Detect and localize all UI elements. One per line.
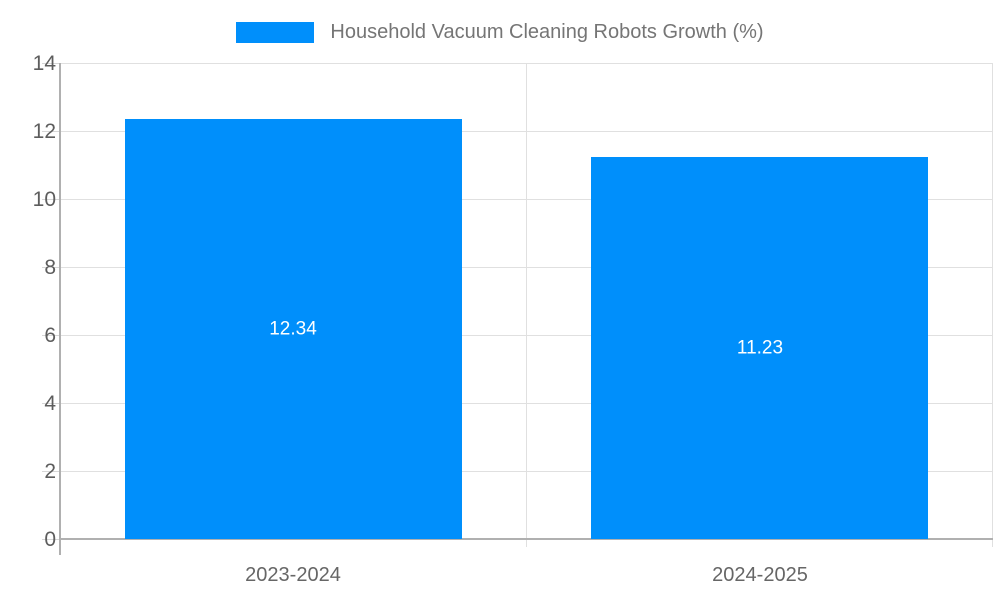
bar-value-label: 11.23: [736, 337, 784, 359]
y-tick: [42, 267, 60, 268]
bar-value-label: 12.34: [269, 318, 317, 340]
y-tick: [42, 539, 60, 540]
y-axis-label: 0: [44, 528, 56, 551]
y-axis-label: 10: [32, 188, 56, 211]
bar[interactable]: [591, 157, 928, 539]
bar[interactable]: [125, 119, 462, 539]
y-tick: [42, 471, 60, 472]
x-axis-label: 2024-2025: [712, 564, 808, 586]
y-axis-spine: [59, 63, 61, 555]
y-tick: [42, 63, 60, 64]
category-divider: [992, 63, 993, 547]
y-tick: [42, 131, 60, 132]
legend-swatch: [236, 21, 315, 43]
y-axis-label: 4: [44, 392, 56, 415]
y-tick: [42, 403, 60, 404]
x-axis-baseline: [60, 538, 993, 540]
x-axis-label: 2023-2024: [245, 564, 341, 586]
legend[interactable]: Household Vacuum Cleaning Robots Growth …: [0, 18, 1000, 46]
y-tick: [42, 199, 60, 200]
y-tick: [42, 335, 60, 336]
y-axis-label: 6: [44, 324, 56, 347]
y-axis-label: 12: [32, 120, 56, 143]
y-axis-label: 14: [32, 52, 56, 75]
legend-label: Household Vacuum Cleaning Robots Growth …: [330, 21, 764, 43]
y-axis-label: 2: [44, 460, 56, 483]
y-axis-label: 8: [44, 256, 56, 279]
category-divider: [526, 63, 527, 547]
